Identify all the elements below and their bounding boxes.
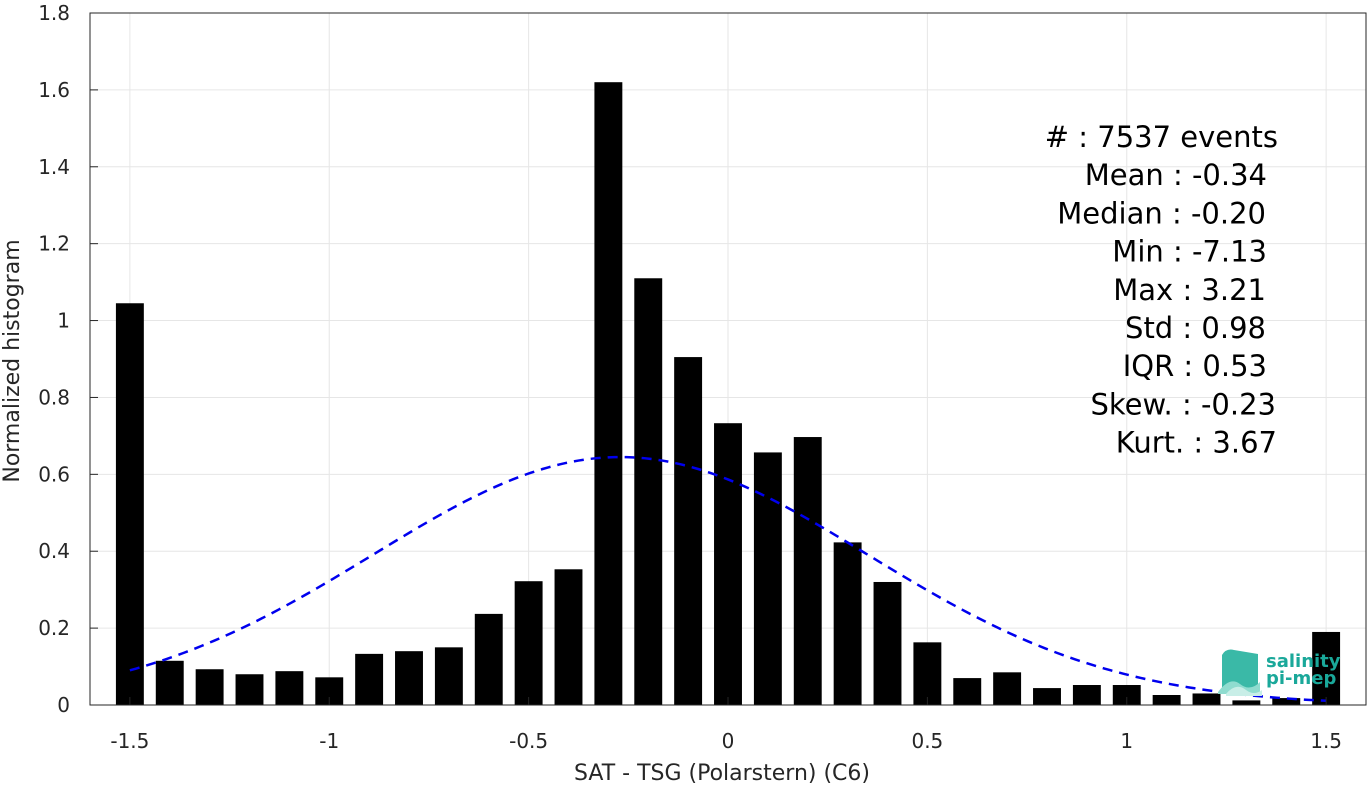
histogram-bar xyxy=(155,660,184,705)
histogram-bar xyxy=(355,653,384,705)
histogram-bar xyxy=(1272,698,1301,705)
histogram-bar xyxy=(1033,688,1061,705)
y-tick-label: 0.4 xyxy=(38,539,70,563)
histogram-bar xyxy=(474,613,503,705)
x-tick-label: 1 xyxy=(1120,729,1133,753)
salinity-pimep-logo: salinity pi-mep xyxy=(1218,649,1341,696)
histogram-bar xyxy=(634,278,663,705)
x-axis-ticks: -1.5 -1 -0.5 0 0.5 1 1.5 xyxy=(110,697,1342,753)
histogram-bar xyxy=(833,542,862,705)
histogram-bar xyxy=(1232,700,1261,705)
x-tick-label: -0.5 xyxy=(509,729,548,753)
logo-text-pimep: pi-mep xyxy=(1266,668,1336,689)
y-tick-label: 0.8 xyxy=(38,385,70,409)
logo-wave-icon xyxy=(1218,649,1262,696)
histogram-bar xyxy=(514,581,543,705)
histogram-bar xyxy=(1112,685,1141,705)
stat-line: Max : 3.21 xyxy=(1113,273,1266,307)
logo-text-salinity: salinity xyxy=(1266,651,1341,672)
x-tick-label: 1.5 xyxy=(1310,729,1342,753)
histogram-bar xyxy=(1192,693,1221,705)
histogram-bar xyxy=(1152,695,1181,705)
gaussian-fit-curve xyxy=(129,455,1327,703)
histogram-bar xyxy=(115,303,144,705)
stat-line: Std : 0.98 xyxy=(1125,311,1266,345)
histogram-bar xyxy=(873,581,902,705)
statistics-box: # : 7537 events Mean : -0.34 Median : -0.2… xyxy=(1045,120,1278,460)
y-tick-label: 1.8 xyxy=(38,1,70,25)
histogram-bar xyxy=(395,651,423,705)
histogram-bar xyxy=(235,674,264,705)
histogram-bar xyxy=(674,357,703,705)
histogram-bar xyxy=(753,452,782,705)
histogram-bar xyxy=(714,423,742,705)
stat-line: Min : -7.13 xyxy=(1112,235,1267,269)
stat-line: Kurt. : 3.67 xyxy=(1116,426,1277,460)
stat-line: # : 7537 events xyxy=(1045,120,1278,154)
stat-line: Median : -0.20 xyxy=(1057,196,1266,230)
histogram-bar xyxy=(793,437,822,705)
x-tick-label: -1.5 xyxy=(110,729,149,753)
x-tick-label: 0.5 xyxy=(911,729,943,753)
histogram-bar xyxy=(993,672,1022,705)
histogram-bar xyxy=(594,82,623,705)
stat-line: Mean : -0.34 xyxy=(1085,158,1267,192)
stat-line: Skew. : -0.23 xyxy=(1090,387,1276,421)
histogram-bar xyxy=(1072,685,1101,705)
histogram-bar xyxy=(275,671,304,705)
histogram-bar xyxy=(434,647,463,705)
x-tick-label: 0 xyxy=(722,729,735,753)
stat-line: IQR : 0.53 xyxy=(1123,349,1267,383)
y-tick-label: 1 xyxy=(57,309,70,333)
x-axis-label: SAT - TSG (Polarstern) (C6) xyxy=(574,761,870,785)
x-tick-label: -1 xyxy=(319,729,339,753)
histogram-bar xyxy=(554,569,583,705)
histogram-bar xyxy=(913,642,942,705)
y-tick-label: 0.6 xyxy=(38,462,70,486)
y-tick-label: 0 xyxy=(57,693,70,717)
y-axis-label: Normalized histogram xyxy=(0,239,25,482)
y-tick-label: 1.6 xyxy=(38,78,70,102)
histogram-bar xyxy=(953,678,982,705)
histogram-bar xyxy=(1312,631,1341,705)
bars xyxy=(115,82,1341,705)
y-axis-ticks: 0 0.2 0.4 0.6 0.8 1 1.2 1.4 1.6 1.8 xyxy=(38,1,98,717)
y-tick-label: 1.2 xyxy=(38,232,70,256)
y-tick-label: 0.2 xyxy=(38,616,70,640)
histogram-bar xyxy=(195,669,224,705)
y-tick-label: 1.4 xyxy=(38,155,70,179)
